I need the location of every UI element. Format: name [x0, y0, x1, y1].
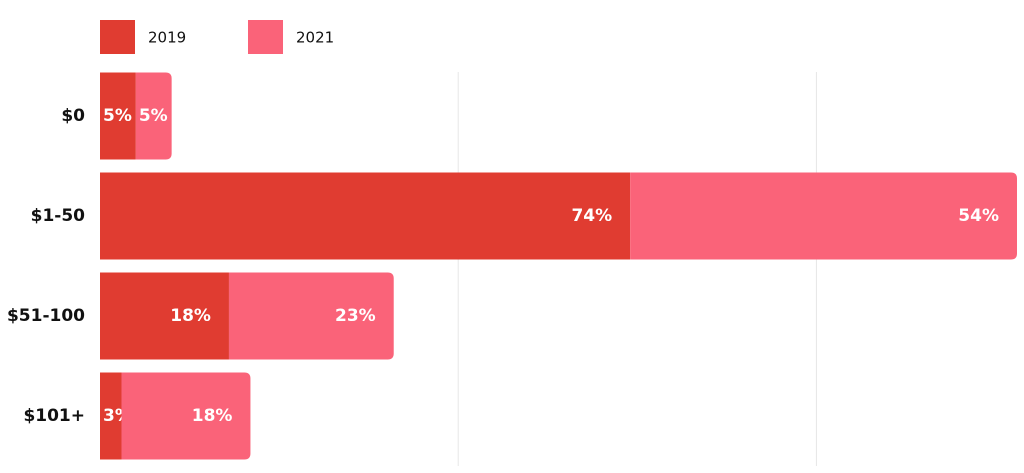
value-label: 5% — [103, 106, 132, 126]
legend-label: 2021 — [296, 29, 334, 47]
value-label: 18% — [192, 406, 233, 426]
bar-segment — [100, 272, 229, 360]
bar-segment — [228, 272, 394, 360]
legend-swatch — [248, 20, 283, 54]
category-label: $0 — [61, 106, 85, 126]
bar-segment — [100, 172, 631, 260]
category-label: $1-50 — [31, 206, 86, 226]
bar-segment — [121, 372, 251, 460]
category-label: $51-100 — [7, 306, 85, 326]
value-label: 23% — [335, 306, 376, 326]
value-label: 74% — [571, 206, 612, 226]
category-label: $101+ — [23, 406, 85, 426]
bar-segment — [100, 72, 136, 160]
bar-segment — [100, 372, 122, 460]
legend-label: 2019 — [148, 29, 186, 47]
bar-segment — [135, 72, 172, 160]
value-label: 54% — [958, 206, 999, 226]
value-label: 18% — [170, 306, 211, 326]
value-label: 5% — [139, 106, 168, 126]
bar-segment — [630, 172, 1017, 260]
legend-swatch — [100, 20, 135, 54]
